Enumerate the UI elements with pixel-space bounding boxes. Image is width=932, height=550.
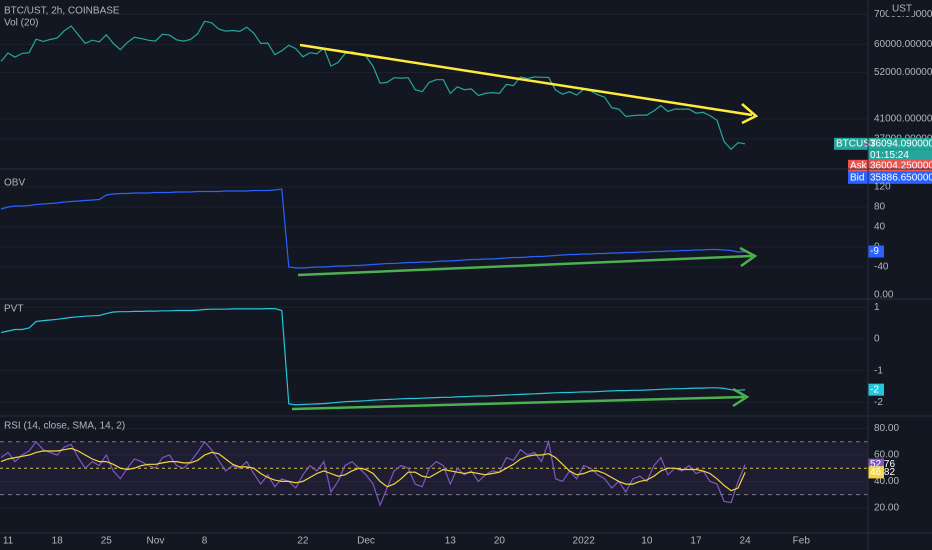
x-tick-label: 10 [641, 536, 653, 547]
scale-label: 0.00 [874, 290, 894, 301]
x-tick-label: 17 [690, 536, 702, 547]
symbol-box [834, 137, 868, 150]
series-line [0, 20, 746, 151]
last-value-label: 36094.09000000 [870, 138, 932, 149]
last-value-box [868, 245, 884, 258]
arrow-head [732, 387, 750, 408]
x-tick-label: Dec [357, 536, 375, 547]
x-tick-label: 2022 [573, 536, 596, 547]
x-tick-label: 20 [494, 536, 506, 547]
quote-name: Bid [850, 172, 864, 183]
pane-title: OBV [4, 178, 25, 189]
x-tick-label: Feb [793, 536, 811, 547]
y-tick-label: 0 [874, 334, 880, 345]
x-tick-label: 18 [52, 536, 64, 547]
y-tick-label: 1 [874, 302, 880, 313]
y-tick-label: 40 [874, 222, 886, 233]
last-value-box [868, 137, 932, 150]
x-tick-label: 25 [101, 536, 113, 547]
arrow-head [739, 246, 758, 268]
x-tick-label: 13 [445, 536, 457, 547]
series-line [0, 447, 746, 492]
trend-arrow [291, 395, 745, 411]
quote-label: 36004.25000000 [870, 160, 932, 171]
pane-title: RSI (14, close, SMA, 14, 2) [4, 421, 125, 432]
y-tick-label: 20.00 [874, 503, 899, 514]
last-value-label: 46.82 [870, 467, 895, 478]
last-value-box [868, 466, 884, 479]
trend-arrow [297, 254, 753, 277]
series-line [0, 308, 746, 406]
y-tick-label: 80 [874, 202, 886, 213]
x-tick-label: 8 [202, 536, 208, 547]
last-value-label: 52.76 [870, 459, 895, 470]
pane-title: PVT [4, 304, 23, 315]
drawings [291, 43, 759, 411]
y-tick-label: 40.00 [874, 476, 899, 487]
last-value-label: -2 [870, 384, 879, 395]
quote-label: 35886.65000000 [870, 172, 932, 183]
last-value-label: -9 [870, 246, 879, 257]
pane-title: BTC/UST, 2h, COINBASE [4, 6, 120, 17]
y-tick-label: -2 [874, 397, 883, 408]
x-tick-label: 24 [740, 536, 752, 547]
y-tick-label: -1 [874, 365, 883, 376]
y-tick-label: 41000.00000000 [874, 114, 932, 125]
unit-label: UST [892, 4, 912, 15]
quote-box [868, 171, 932, 184]
countdown-label: 01:15:24 [870, 150, 909, 161]
y-tick-label: 60.00 [874, 450, 899, 461]
y-tick-label: 120 [874, 182, 891, 193]
series-line [0, 188, 746, 269]
y-tick-label: 60000.00000000 [874, 39, 932, 50]
quote-name: Ask [850, 160, 868, 171]
series-line [0, 439, 746, 507]
x-tick-label: 11 [3, 536, 14, 547]
y-tick-label: -40 [874, 262, 889, 273]
last-value-box [868, 383, 884, 396]
pane-subtitle: Vol (20) [4, 18, 38, 29]
y-tick-label: 80.00 [874, 423, 899, 434]
symbol-label: BTCUST [836, 138, 876, 149]
countdown-box [868, 149, 932, 161]
unit-box [888, 2, 914, 16]
y-tick-label: 52000.00000000 [874, 67, 932, 78]
arrow-head [741, 103, 759, 125]
x-tick-label: Nov [147, 536, 165, 547]
x-tick-label: 22 [297, 536, 309, 547]
quote-name-box [848, 171, 868, 184]
trend-arrow [299, 43, 753, 117]
